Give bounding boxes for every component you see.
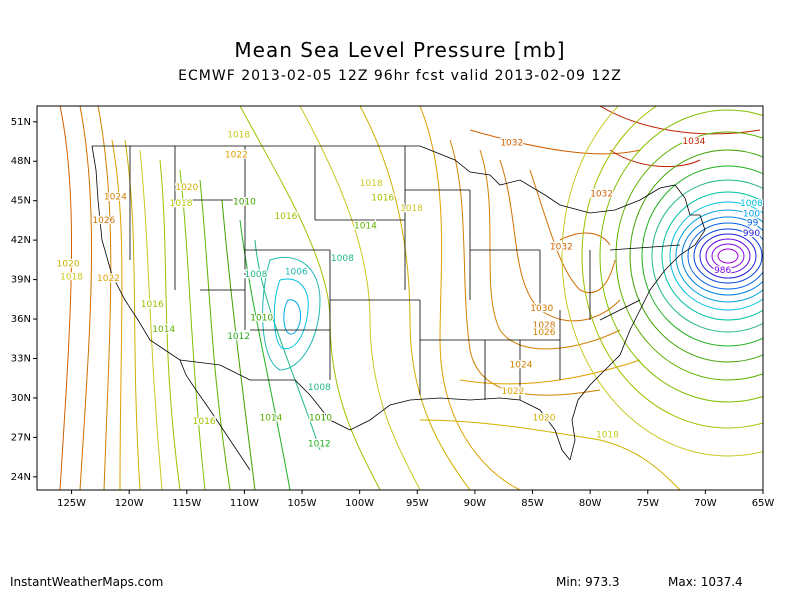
contour-label: 1018 — [400, 204, 423, 214]
isobar-lines — [59, 106, 763, 490]
lat-label: 24N — [11, 472, 31, 483]
contour-label: 1020 — [57, 259, 80, 269]
lon-label: 105W — [288, 498, 317, 509]
lon-label: 125W — [57, 498, 86, 509]
lon-label: 95W — [406, 498, 429, 509]
contour-label: 1016 — [193, 417, 216, 427]
contour-label: 1022 — [225, 150, 248, 160]
lat-label: 30N — [11, 393, 31, 404]
contour-label: 1010 — [309, 413, 332, 423]
contour-label: 1026 — [533, 328, 556, 338]
lat-label: 36N — [11, 314, 31, 325]
lon-label: 120W — [115, 498, 144, 509]
contour-label: 99 — [747, 219, 759, 229]
credit-text: InstantWeatherMaps.com — [10, 575, 164, 589]
contour-label: 1008 — [244, 270, 267, 280]
contour-label: 1020 — [533, 413, 556, 423]
contour-label: 1008 — [331, 254, 354, 264]
contour-label: 1016 — [371, 194, 394, 204]
contour-label: 1018 — [596, 430, 619, 440]
lon-label: 65W — [752, 498, 775, 509]
contour-label: 1032 — [500, 138, 523, 148]
contour-label: 1012 — [308, 440, 331, 450]
contour-label: 1032 — [550, 242, 573, 252]
contour-label: 1008 — [308, 383, 331, 393]
contour-label: 1018 — [227, 131, 250, 141]
lon-label: 110W — [230, 498, 259, 509]
lat-label: 42N — [11, 235, 31, 246]
lat-label: 45N — [11, 196, 31, 207]
contour-label: 990 — [743, 229, 760, 239]
page-subtitle: ECMWF 2013-02-05 12Z 96hr fcst valid 201… — [178, 68, 622, 84]
map-frame — [36, 105, 764, 491]
contour-label: 1018 — [170, 199, 193, 209]
min-stat: Min: 973.3 — [556, 575, 620, 589]
contour-label: 1016 — [274, 212, 297, 222]
lat-label: 51N — [11, 117, 31, 128]
contour-label: 1008 — [740, 199, 763, 209]
page-title: Mean Sea Level Pressure [mb] — [234, 38, 566, 62]
contour-label: 1022 — [501, 387, 524, 397]
max-value: 1037.4 — [700, 575, 743, 589]
contour-label: 986 — [714, 266, 731, 276]
lon-label: 75W — [636, 498, 659, 509]
latitude-labels: 51N 48N 45N 42N 39N 36N 33N 30N 27N 24N — [11, 117, 37, 483]
lat-label: 39N — [11, 275, 31, 286]
contour-label: 1032 — [590, 190, 613, 200]
lon-label: 90W — [464, 498, 487, 509]
lon-label: 115W — [172, 498, 201, 509]
contour-label: 1028 — [533, 321, 556, 331]
contour-label: 1024 — [104, 192, 127, 202]
contour-label: 1014 — [259, 413, 282, 423]
contour-label: 1026 — [92, 216, 115, 226]
min-value: 973.3 — [585, 575, 620, 589]
lon-label: 70W — [694, 498, 717, 509]
contour-label: 1012 — [227, 332, 250, 342]
contour-label: 100 — [743, 209, 760, 219]
lon-label: 100W — [345, 498, 374, 509]
contour-label: 1024 — [510, 361, 533, 371]
contour-label: 1018 — [60, 273, 83, 283]
max-label: Max: — [668, 575, 697, 589]
contour-labels: 1018 1022 1024 1026 1020 1018 1010 1016 1018 1016… — [55, 129, 763, 451]
contour-label: 1016 — [141, 300, 164, 310]
contour-label: 1006 — [285, 267, 308, 277]
lat-label: 27N — [11, 432, 31, 443]
map-boundaries — [91, 145, 706, 471]
contour-label: 1018 — [360, 179, 383, 189]
longitude-labels: 125W 120W 115W 110W 105W 100W 95W 90W 85W 80W 75W 7… — [57, 490, 774, 509]
contour-label: 1010 — [250, 313, 273, 323]
max-stat: Max: 1037.4 — [668, 575, 743, 589]
contour-label: 1014 — [152, 325, 175, 335]
contour-label: 1022 — [97, 274, 120, 284]
lon-label: 85W — [521, 498, 544, 509]
contour-label: 1020 — [175, 183, 198, 193]
contour-label: 1030 — [530, 304, 553, 314]
lon-label: 80W — [579, 498, 602, 509]
contour-label: 1034 — [682, 137, 705, 147]
contour-label: 1014 — [354, 221, 377, 231]
min-label: Min: — [556, 575, 582, 589]
lat-label: 33N — [11, 353, 31, 364]
contour-label: 1010 — [233, 198, 256, 208]
lat-label: 48N — [11, 156, 31, 167]
